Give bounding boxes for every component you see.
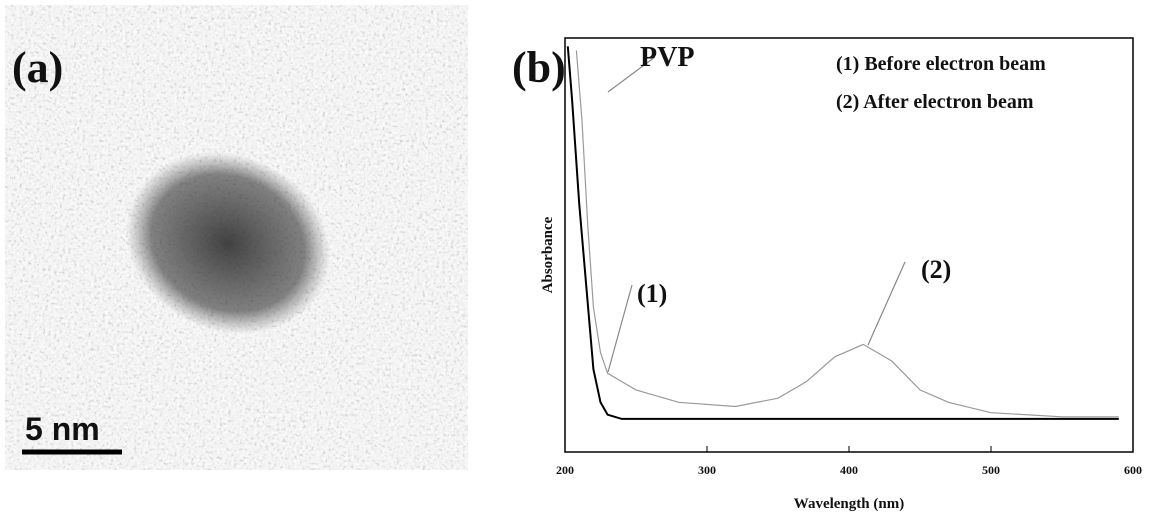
annotation-arrow: [607, 284, 633, 373]
x-tick-label: 400: [840, 463, 858, 477]
y-axis-label: Absorbance: [540, 216, 556, 293]
legend-entry: (1) Before electron beam: [836, 53, 1046, 75]
tem-image: (a) 5 nm: [5, 5, 468, 470]
panel-label: (b): [512, 43, 566, 92]
x-tick-label: 300: [698, 463, 716, 477]
annotation: (1): [637, 279, 667, 308]
annotation: PVP: [640, 42, 694, 73]
x-axis-label: Wavelength (nm): [794, 496, 904, 512]
data-line: [566, 46, 1119, 420]
panel-label: (a): [12, 43, 63, 92]
scale-bar-label: 5 nm: [25, 411, 100, 447]
x-tick-label: 600: [1124, 463, 1142, 477]
data-line: [575, 50, 1119, 418]
annotation-arrow: [867, 261, 906, 346]
annotation-arrow: [607, 56, 656, 93]
legend-entry: (2) After electron beam: [836, 91, 1034, 113]
x-tick-label: 200: [556, 463, 574, 477]
nanoparticle: [125, 151, 331, 335]
annotation: (2): [921, 255, 951, 284]
x-tick-label: 500: [982, 463, 1000, 477]
